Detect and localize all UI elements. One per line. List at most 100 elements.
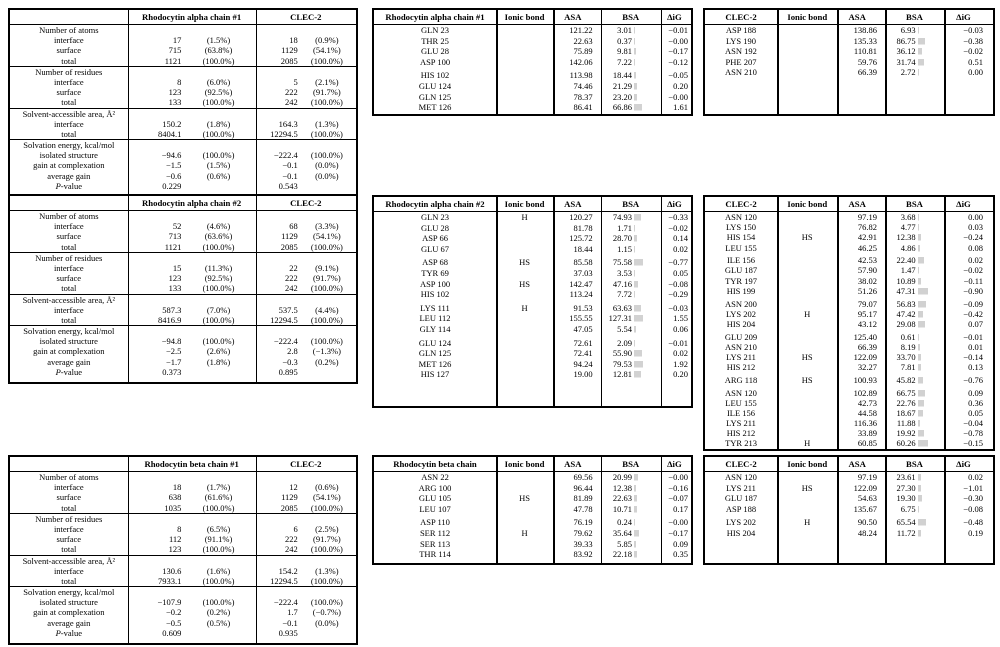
ionic-bond-value — [777, 212, 837, 222]
row-label: total — [61, 241, 77, 252]
table-row: GLU 187 54.63 19.30 |||| −0.30 — [705, 493, 993, 504]
residue-name: LYS 211 — [726, 351, 756, 362]
percent: (1.3%) — [315, 118, 339, 129]
bsa-value: 65.54 — [896, 517, 916, 528]
clec2-value-cell: −222.4 (100.0%) — [256, 597, 356, 607]
residue-name: LYS 150 — [725, 222, 757, 233]
percent: (1.8%) — [206, 118, 231, 129]
dig-value: −0.04 — [963, 418, 983, 429]
summary-section: Solvent-accessible area, Å² interface 130.… — [10, 554, 356, 587]
row-label: surface — [56, 231, 82, 242]
dig-value: 0.09 — [673, 538, 688, 549]
chain-value-cell: 8404.1 (100.0%) — [128, 129, 256, 139]
dig-value: −0.03 — [963, 25, 983, 35]
bsa-value: 56.83 — [896, 298, 916, 309]
bsa-value: 27.30 — [896, 482, 916, 493]
section-label: Solvent-accessible area, Å² — [22, 555, 116, 566]
bsa-bars: | — [917, 503, 920, 513]
chain-name-header: CLEC-2 — [725, 12, 757, 22]
asa-value: 60.85 — [857, 438, 877, 449]
dig-value: −0.11 — [963, 275, 983, 286]
chain-value-cell: 123 (92.5%) — [128, 273, 256, 283]
summary-section: Solvent-accessible area, Å² interface 150.… — [10, 107, 356, 140]
asa-value: 113.24 — [569, 289, 593, 300]
asa-header: ASA — [848, 459, 866, 469]
value: 18 — [289, 35, 298, 46]
percent: (7.0%) — [206, 304, 231, 315]
table-row: GLY 114 47.05 5.54 || 0.06 — [374, 324, 691, 335]
percent: (6.0%) — [206, 76, 231, 87]
value: 52 — [172, 221, 182, 232]
clec2-value-cell: 222 (91.7%) — [256, 87, 356, 97]
clec2-value-cell: 2.8 (−1.3%) — [256, 346, 356, 356]
value: 1035 — [164, 502, 182, 513]
chain-value-cell: 8 (6.5%) — [128, 524, 256, 534]
bsa-bars: |||||||| — [633, 348, 643, 358]
asa-value: 155.55 — [569, 313, 593, 324]
table-row: surface 123 (92.5%) 222 (91.7%) — [10, 87, 356, 97]
value: 0.895 — [278, 366, 298, 377]
value: 130.6 — [162, 565, 182, 576]
percent: (0.0%) — [315, 160, 339, 171]
table-row: GLU 124 74.46 21.29 ||| 0.20 — [374, 81, 691, 92]
dig-value: −0.09 — [963, 298, 983, 309]
section-label: Solvation energy, kcal/mol — [23, 140, 115, 151]
column-divider — [255, 457, 258, 643]
bsa-cell: 3.53 | — [601, 268, 661, 279]
row-group: HIS 102 113.98 18.44 || −0.05 GLU 124 74.46 21.… — [374, 70, 691, 112]
bsa-cell: 27.30 ||| — [885, 483, 944, 494]
dig-value: 0.36 — [968, 397, 983, 408]
section-label: Solvation energy, kcal/mol — [23, 326, 115, 337]
dig-value: −1.01 — [963, 482, 983, 493]
table-row: ASP 188 135.67 6.75 | −0.08 — [705, 504, 993, 515]
dig-value: −0.33 — [668, 212, 688, 222]
table-row: total 123 (100.0%) 242 (100.0%) — [10, 544, 356, 554]
table-row: LYS 150 76.82 4.77 | 0.03 — [705, 222, 993, 232]
table-row: LEU 112 155.55 127.31 ||||||||| 1.55 — [374, 313, 691, 324]
ionic-bond-value: H — [521, 527, 528, 538]
row-group: ILE 156 42.53 22.40 |||||| 0.02 GLU 187 57.90 1… — [705, 255, 993, 296]
percent: (100.0%) — [202, 336, 235, 347]
dig-value: 0.08 — [968, 242, 983, 253]
value: 242 — [285, 97, 298, 108]
empty-cell — [256, 211, 356, 221]
table-row: interface 18 (1.7%) 12 (0.6%) — [10, 482, 356, 492]
residue-table-beta: Rhodocytin beta chain Ionic bond ASA BSA ΔiG… — [372, 455, 693, 565]
bsa-cell: 5.85 || — [601, 539, 661, 550]
dig-value: 0.14 — [673, 233, 688, 244]
residue-name: GLU 209 — [724, 331, 758, 342]
clec2-value-cell: 5 (2.1%) — [256, 77, 356, 87]
bsa-cell: 8.19 || — [885, 342, 944, 352]
clec2-value-cell: −0.1 (0.0%) — [256, 160, 356, 170]
table-row: GLU 105 HS 81.89 22.63 ||| −0.07 — [374, 493, 691, 504]
dig-value: −0.05 — [668, 70, 688, 81]
column-divider — [660, 197, 663, 406]
bsa-cell: 31.74 |||||| — [885, 57, 944, 68]
bsa-cell: 23.20 ||| — [601, 92, 661, 103]
clec2-value-cell: 1129 (54.1%) — [256, 492, 356, 502]
bsa-value: 35.64 — [612, 527, 632, 538]
row-group: GLU 124 72.61 2.09 | −0.01 GLN 125 72.41 55.90 |… — [374, 338, 691, 380]
value: 0.543 — [278, 180, 298, 191]
bsa-value: 21.29 — [612, 80, 632, 91]
table-row: average gain −1.7 (1.8%) −0.3 (0.2%) — [10, 357, 356, 367]
row-group: LYS 111 H 91.53 63.63 ||||||| −0.03 LEU 112 155… — [374, 303, 691, 335]
residue-name: LYS 202 — [725, 517, 757, 528]
ionic-bond-value: H — [804, 517, 811, 528]
bsa-value: 33.70 — [896, 351, 916, 362]
dig-value: 0.02 — [968, 255, 983, 266]
table-row: GLU 28 75.89 9.81 || −0.17 — [374, 46, 691, 57]
value: 12 — [289, 482, 298, 493]
residue-name: GLY 114 — [419, 323, 451, 334]
chain-name-header: CLEC-2 — [725, 459, 757, 469]
residue-name: ARG 118 — [724, 374, 758, 385]
dig-value: 0.06 — [673, 323, 688, 334]
ionic-bond-value: H — [521, 212, 528, 222]
ionic-bond-value — [777, 286, 837, 296]
residue-name: LYS 211 — [726, 482, 756, 493]
dig-value: 0.01 — [968, 341, 983, 352]
ionic-bond-value — [496, 369, 553, 380]
row-label: gain at complexation — [33, 607, 105, 618]
table-row: GLN 23 H 120.27 74.93 ||||||| −0.33 — [374, 212, 691, 223]
table-row: surface 112 (91.1%) 222 (91.7%) — [10, 534, 356, 544]
